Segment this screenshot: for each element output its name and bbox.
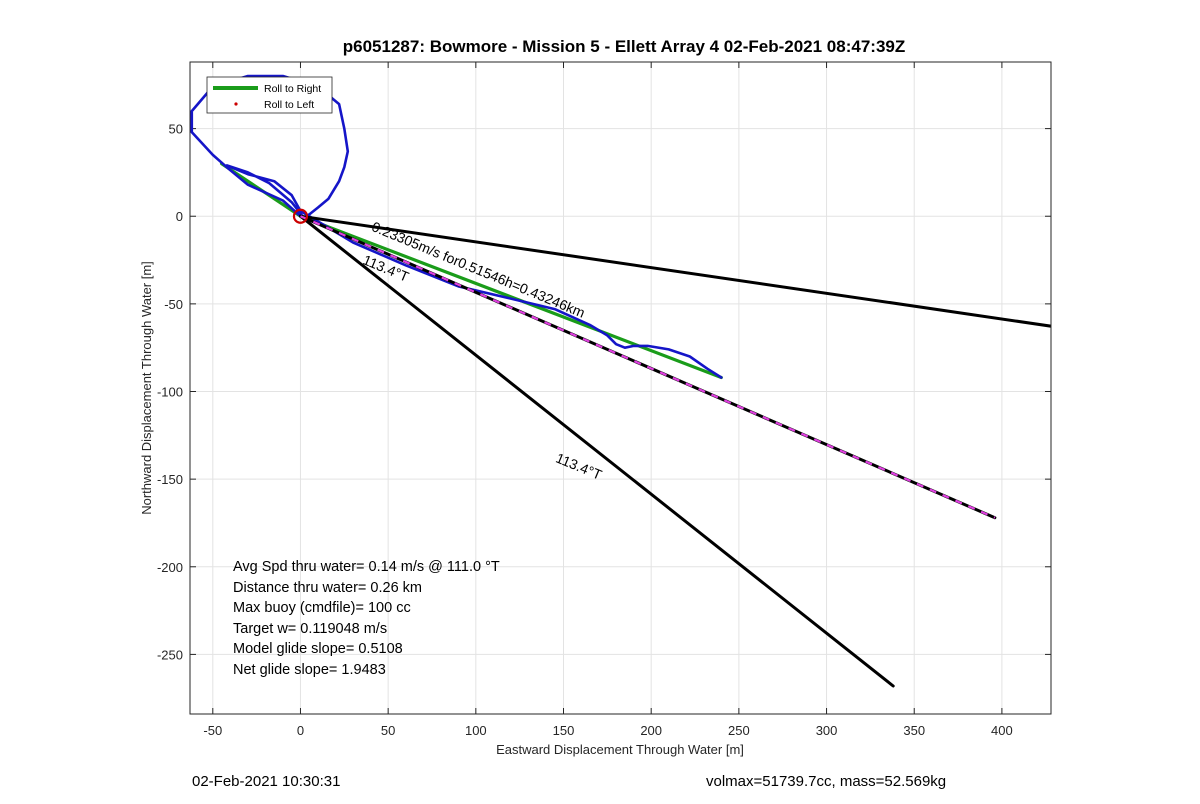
stat-distance: Distance thru water= 0.26 km: [233, 580, 422, 596]
x-tick-label: 350: [903, 723, 925, 738]
x-tick-label: 100: [465, 723, 487, 738]
stat-model-glide: Model glide slope= 0.5108: [233, 641, 403, 657]
legend-box: [206, 76, 333, 114]
y-axis-label: Northward Displacement Through Water [m]: [139, 261, 154, 515]
drift-line-dash: [300, 215, 996, 519]
stat-net-glide: Net glide slope= 1.9483: [233, 662, 386, 678]
y-tick-label: 0: [176, 209, 183, 224]
chart-title: p6051287: Bowmore - Mission 5 - Ellett A…: [343, 37, 906, 56]
grid: [190, 62, 1051, 714]
footer-timestamp: 02-Feb-2021 10:30:31: [192, 773, 341, 790]
y-tick-label: -50: [164, 297, 183, 312]
x-tick-label: 200: [640, 723, 662, 738]
x-axis-label: Eastward Displacement Through Water [m]: [496, 742, 744, 757]
stat-avg-speed: Avg Spd thru water= 0.14 m/s @ 111.0 °T: [233, 559, 500, 575]
x-tick-label: -50: [203, 723, 222, 738]
series-layer: [190, 74, 1051, 688]
stats-block: Avg Spd thru water= 0.14 m/s @ 111.0 °T …: [233, 559, 500, 678]
legend: Roll to Right Roll to Left: [206, 76, 333, 114]
plot-frame: [189, 61, 1052, 715]
legend-label-roll-left: Roll to Left: [264, 99, 314, 111]
x-tick-label: 400: [991, 723, 1013, 738]
x-tick-label: 0: [297, 723, 304, 738]
x-axis-ticks: -50 0 50 100 150 200 250 300 350 400: [203, 62, 1013, 738]
x-tick-label: 250: [728, 723, 750, 738]
start-circle: [292, 208, 309, 224]
y-tick-label: -250: [157, 647, 183, 662]
heading-line-east: [299, 214, 1051, 328]
plot-area: [190, 62, 1051, 714]
footer-summary: volmax=51739.7cc, mass=52.569kg: [706, 773, 947, 790]
legend-label-roll-right: Roll to Right: [264, 83, 321, 95]
y-tick-label: 50: [169, 122, 183, 137]
y-axis-ticks: 50 0 -50 -100 -150 -200 -250: [157, 122, 1051, 662]
heading-line-south: [299, 214, 895, 688]
y-tick-label: -150: [157, 472, 183, 487]
stat-max-buoy: Max buoy (cmdfile)= 100 cc: [233, 600, 411, 616]
x-tick-label: 150: [553, 723, 575, 738]
x-tick-label: 300: [816, 723, 838, 738]
legend-swatch-roll-left: [234, 102, 238, 106]
y-tick-label: -200: [157, 560, 183, 575]
stat-target-w: Target w= 0.119048 m/s: [233, 621, 387, 637]
x-tick-label: 50: [381, 723, 395, 738]
y-tick-label: -100: [157, 385, 183, 400]
